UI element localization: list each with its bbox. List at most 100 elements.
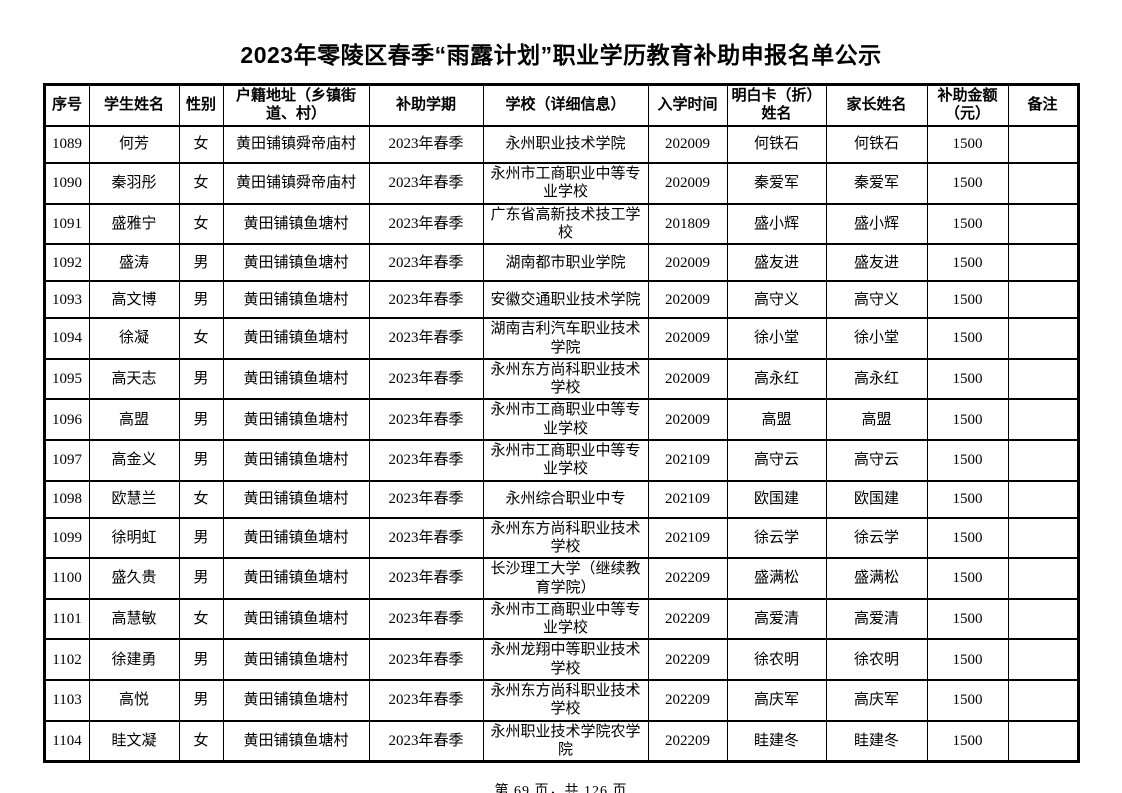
table-cell: 长沙理工大学（继续教育学院）: [482, 557, 649, 600]
table-cell: 女: [178, 125, 224, 165]
table-cell: 男: [178, 679, 224, 722]
table-cell: 男: [178, 280, 224, 320]
table-cell: 何铁石: [726, 125, 827, 165]
table-cell: 2023年春季: [368, 597, 484, 641]
table-cell: 徐凝: [88, 317, 180, 360]
table-cell: [1007, 719, 1079, 763]
table-cell: 徐云学: [726, 516, 827, 560]
table-cell: 高爱清: [726, 597, 827, 641]
table-cell: [1007, 202, 1079, 246]
table-cell: 欧国建: [825, 479, 928, 519]
table-cell: 高盟: [825, 398, 928, 442]
page-title: 2023年零陵区春季“雨露计划”职业学历教育补助申报名单公示: [240, 42, 882, 68]
table-cell: 黄田铺镇鱼塘村: [222, 679, 370, 722]
table-cell: 男: [178, 638, 224, 682]
table-cell: 2023年春季: [368, 516, 484, 560]
table-cell: 男: [178, 439, 224, 482]
table-cell: 高守云: [825, 439, 928, 482]
table-cell: 1102: [43, 638, 90, 682]
table-cell: 男: [178, 357, 224, 401]
table-cell: 2023年春季: [368, 719, 484, 763]
table-cell: 永州市工商职业中等专业学校: [482, 398, 649, 442]
table-cell: 202009: [647, 398, 728, 442]
table-cell: 男: [178, 398, 224, 442]
table-cell: 女: [178, 202, 224, 246]
table-cell: 欧慧兰: [88, 479, 180, 519]
table-cell: 202109: [647, 516, 728, 560]
table-cell: 高文博: [88, 280, 180, 320]
table-cell: [1007, 317, 1079, 360]
table-cell: [1007, 638, 1079, 682]
table-cell: 1500: [926, 719, 1009, 763]
table-cell: 黄田铺镇鱼塘村: [222, 243, 370, 283]
table-row: 1092 盛涛男黄田铺镇鱼塘村 2023年春季 湖南都市职业学院 202009 盛友进 盛友…: [43, 243, 1079, 283]
table-cell: 黄田铺镇舜帝庙村: [222, 125, 370, 165]
table-cell: 2023年春季: [368, 202, 484, 246]
table-row: 1093 高文博男黄田铺镇鱼塘村 2023年春季 安徽交通职业技术学院 202009 高守…: [43, 280, 1079, 320]
table-cell: 1098: [43, 479, 90, 519]
table-cell: 黄田铺镇鱼塘村: [222, 357, 370, 401]
table-cell: 盛小辉: [825, 202, 928, 246]
table-cell: 2023年春季: [368, 317, 484, 360]
table-cell: 高爱清: [825, 597, 928, 641]
table-cell: 1099: [43, 516, 90, 560]
table-cell: 2023年春季: [368, 357, 484, 401]
table-cell: 永州市工商职业中等专业学校: [482, 439, 649, 482]
table-row: 1091 盛雅宁女黄田铺镇鱼塘村 2023年春季 广东省高新技术技工学校 201809 盛…: [43, 202, 1079, 246]
table-cell: 眭建冬: [726, 719, 827, 763]
table-cell: 202209: [647, 719, 728, 763]
table-cell: 1500: [926, 162, 1009, 205]
table-cell: 女: [178, 479, 224, 519]
table-row: 1101 高慧敏女黄田铺镇鱼塘村 2023年春季 永州市工商职业中等专业学校 20220…: [43, 597, 1079, 641]
table-cell: 202009: [647, 317, 728, 360]
table-cell: 盛友进: [726, 243, 827, 283]
header-cell: 补助金额（元）: [926, 83, 1009, 128]
table-cell: 2023年春季: [368, 162, 484, 205]
table-cell: 2023年春季: [368, 679, 484, 722]
table-cell: 盛满松: [825, 557, 928, 600]
table-cell: 秦爱军: [726, 162, 827, 205]
table-cell: 徐建勇: [88, 638, 180, 682]
table-cell: 黄田铺镇鱼塘村: [222, 719, 370, 763]
table-cell: 1500: [926, 516, 1009, 560]
table-cell: 永州东方尚科职业技术学校: [482, 357, 649, 401]
table-cell: 202109: [647, 479, 728, 519]
table-cell: [1007, 398, 1079, 442]
table-cell: 徐小堂: [825, 317, 928, 360]
table-cell: 2023年春季: [368, 398, 484, 442]
table-cell: 盛雅宁: [88, 202, 180, 246]
table-cell: 2023年春季: [368, 125, 484, 165]
table-cell: 1093: [43, 280, 90, 320]
table-cell: 1500: [926, 638, 1009, 682]
table-cell: 202209: [647, 679, 728, 722]
table-cell: 徐云学: [825, 516, 928, 560]
table-cell: 高慧敏: [88, 597, 180, 641]
header-cell: 补助学期: [368, 83, 484, 128]
table-cell: 2023年春季: [368, 479, 484, 519]
table-cell: 1092: [43, 243, 90, 283]
table-cell: 黄田铺镇鱼塘村: [222, 202, 370, 246]
table-cell: 高庆军: [726, 679, 827, 722]
table-cell: 1500: [926, 597, 1009, 641]
table-cell: 盛久贵: [88, 557, 180, 600]
table-cell: 202009: [647, 162, 728, 205]
table-cell: 1089: [43, 125, 90, 165]
table-cell: [1007, 557, 1079, 600]
table-cell: 1500: [926, 243, 1009, 283]
table-cell: 秦爱军: [825, 162, 928, 205]
table-row: 1095 高天志男黄田铺镇鱼塘村 2023年春季 永州东方尚科职业技术学校 202009…: [43, 357, 1079, 401]
table-cell: 湖南都市职业学院: [482, 243, 649, 283]
header-cell: 备注: [1007, 83, 1079, 128]
table-cell: 男: [178, 516, 224, 560]
table-cell: 1500: [926, 317, 1009, 360]
table-cell: 秦羽彤: [88, 162, 180, 205]
table-cell: 高守云: [726, 439, 827, 482]
table-cell: 1094: [43, 317, 90, 360]
table-cell: 黄田铺镇鱼塘村: [222, 597, 370, 641]
table-cell: 永州职业技术学院: [482, 125, 649, 165]
table-cell: 1500: [926, 557, 1009, 600]
table-cell: 1095: [43, 357, 90, 401]
header-cell: 明白卡（折）姓名: [726, 83, 827, 128]
table-cell: 2023年春季: [368, 439, 484, 482]
